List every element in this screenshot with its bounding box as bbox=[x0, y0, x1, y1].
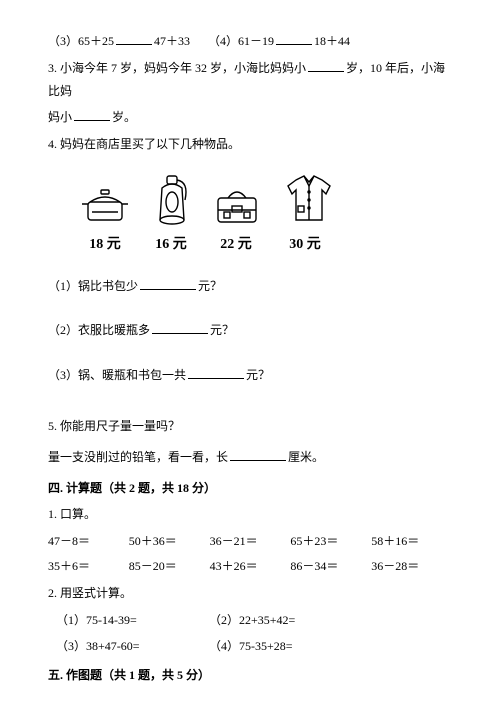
c3: 43＋26＝ bbox=[210, 555, 291, 578]
q4-intro: 4. 妈妈在商店里买了以下几种物品。 bbox=[48, 133, 452, 156]
item-pot bbox=[78, 170, 132, 226]
blank[interactable] bbox=[230, 447, 286, 461]
c2: 85－20＝ bbox=[129, 555, 210, 578]
price-row: 18 元 16 元 22 元 30 元 bbox=[78, 232, 452, 259]
q3-line2: 妈小 岁。 bbox=[48, 106, 452, 129]
q5a: 5. 你能用尺子量一量吗？ bbox=[48, 415, 452, 438]
item-bag bbox=[212, 170, 262, 226]
cmp-m: 47＋33 bbox=[154, 34, 190, 48]
v1: （1）75-14-39= bbox=[56, 609, 206, 632]
calc-t2: 2. 用竖式计算。 bbox=[48, 582, 452, 605]
blank[interactable] bbox=[188, 365, 244, 379]
calc-t1: 1. 口算。 bbox=[48, 503, 452, 526]
section-5-title: 五. 作图题（共 1 题，共 5 分） bbox=[48, 664, 452, 687]
q4c-pre: （3）锅、暖瓶和书包一共 bbox=[48, 368, 186, 382]
c2: 50＋36＝ bbox=[129, 530, 210, 553]
calc-row-2: 35＋6＝ 85－20＝ 43＋26＝ 86－34＝ 36－28＝ bbox=[48, 555, 452, 578]
q3-line1: 3. 小海今年 7 岁，妈妈今年 32 岁，小海比妈妈小岁，10 年后，小海比妈 bbox=[48, 57, 452, 103]
blank[interactable] bbox=[308, 58, 344, 72]
q-compare: （3）65＋25 47＋33 （4）61－19 18＋44 bbox=[48, 30, 452, 53]
blank[interactable] bbox=[152, 320, 208, 334]
q4b-pre: （2）衣服比暖瓶多 bbox=[48, 323, 150, 337]
blank[interactable] bbox=[276, 31, 312, 45]
blank[interactable] bbox=[74, 107, 110, 121]
v2: （2）22+35+42= bbox=[209, 613, 295, 627]
c1: 47－8＝ bbox=[48, 530, 129, 553]
section-4-title: 四. 计算题（共 2 题，共 18 分） bbox=[48, 477, 452, 500]
q3-pre: 3. 小海今年 7 岁，妈妈今年 32 岁，小海比妈妈小 bbox=[48, 61, 306, 75]
q4c-post: 元？ bbox=[246, 368, 270, 382]
calc-row-1: 47－8＝ 50＋36＝ 36－21＝ 65＋23＝ 58＋16＝ bbox=[48, 530, 452, 553]
c4: 86－34＝ bbox=[290, 555, 371, 578]
q5b-post: 厘米。 bbox=[288, 450, 324, 464]
price-3: 22 元 bbox=[210, 232, 262, 259]
q5b: 量一支没削过的铅笔，看一看，长 厘米。 bbox=[48, 446, 452, 469]
q4a-pre: （1）锅比书包少 bbox=[48, 279, 138, 293]
c4: 65＋23＝ bbox=[290, 530, 371, 553]
thermos-icon bbox=[154, 170, 190, 226]
items-row bbox=[78, 170, 452, 226]
price-4: 30 元 bbox=[280, 232, 330, 259]
c5: 36－28＝ bbox=[371, 555, 452, 578]
cmp-l: （3）65＋25 bbox=[48, 34, 114, 48]
q4a-post: 元？ bbox=[198, 279, 222, 293]
q4a: （1）锅比书包少 元？ bbox=[48, 275, 452, 298]
v3: （3）38+47-60= bbox=[56, 635, 206, 658]
blank[interactable] bbox=[116, 31, 152, 45]
blank[interactable] bbox=[140, 276, 196, 290]
pot-icon bbox=[78, 184, 132, 226]
cmp-ra: （4）61－19 bbox=[208, 34, 274, 48]
item-shirt bbox=[284, 170, 334, 226]
item-thermos bbox=[154, 170, 190, 226]
q3-l2b: 岁。 bbox=[112, 110, 136, 124]
price-2: 16 元 bbox=[150, 232, 192, 259]
c1: 35＋6＝ bbox=[48, 555, 129, 578]
q4b: （2）衣服比暖瓶多 元？ bbox=[48, 319, 452, 342]
vert-row-1: （1）75-14-39= （2）22+35+42= bbox=[56, 609, 452, 632]
c5: 58＋16＝ bbox=[371, 530, 452, 553]
cmp-rb: 18＋44 bbox=[314, 34, 350, 48]
price-1: 18 元 bbox=[78, 232, 132, 259]
q4b-post: 元？ bbox=[210, 323, 234, 337]
bag-icon bbox=[212, 184, 262, 226]
shirt-icon bbox=[284, 170, 334, 226]
q3-l2a: 妈小 bbox=[48, 110, 72, 124]
v4: （4）75-35+28= bbox=[209, 639, 293, 653]
c3: 36－21＝ bbox=[210, 530, 291, 553]
vert-row-2: （3）38+47-60= （4）75-35+28= bbox=[56, 635, 452, 658]
q5b-pre: 量一支没削过的铅笔，看一看，长 bbox=[48, 450, 228, 464]
q4c: （3）锅、暖瓶和书包一共 元？ bbox=[48, 364, 452, 387]
